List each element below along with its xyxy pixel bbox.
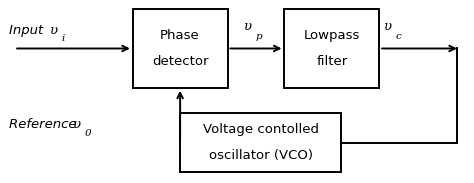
Text: υ: υ	[50, 24, 58, 37]
Text: 0: 0	[84, 129, 91, 138]
Text: i: i	[61, 34, 64, 43]
Text: Lowpass: Lowpass	[304, 29, 360, 42]
Text: Input: Input	[9, 24, 48, 37]
Bar	[284, 9, 379, 88]
Text: υ: υ	[73, 118, 82, 131]
Text: filter: filter	[316, 55, 347, 68]
Text: υ: υ	[384, 20, 392, 33]
Text: c: c	[396, 32, 401, 41]
Text: Reference: Reference	[9, 118, 81, 131]
Text: Voltage contolled: Voltage contolled	[203, 123, 319, 137]
Text: p: p	[256, 32, 263, 41]
Bar	[133, 9, 228, 88]
Text: detector: detector	[152, 55, 209, 68]
Text: υ: υ	[244, 20, 252, 33]
Text: Phase: Phase	[160, 29, 200, 42]
Text: oscillator (VCO): oscillator (VCO)	[209, 149, 313, 162]
Bar	[180, 113, 341, 172]
